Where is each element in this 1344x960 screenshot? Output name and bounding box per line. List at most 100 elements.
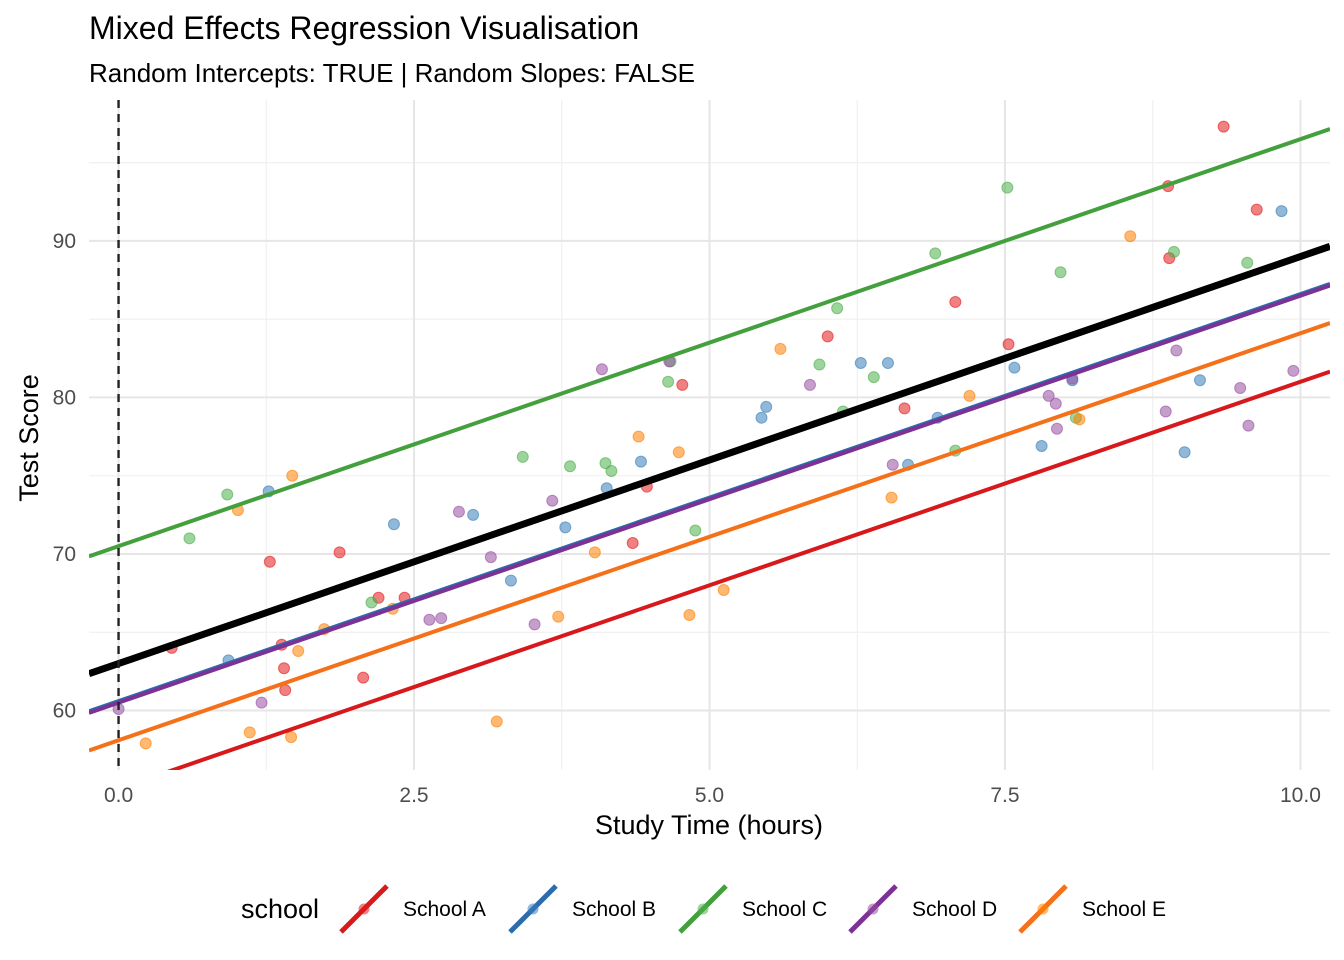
- legend-item: School A: [339, 884, 486, 934]
- data-point: [1234, 382, 1247, 395]
- y-axis-label: Test Score: [14, 374, 44, 502]
- data-point: [881, 356, 894, 369]
- legend-key-point: [358, 903, 370, 915]
- data-point: [221, 488, 234, 501]
- data-point: [285, 731, 298, 744]
- data-point: [1050, 422, 1063, 435]
- data-point: [1042, 389, 1055, 402]
- data-point: [1073, 413, 1086, 426]
- legend-label: School C: [742, 898, 827, 921]
- legend-label: School B: [572, 898, 656, 921]
- x-axis-label: Study Time (hours): [595, 810, 823, 840]
- data-point: [357, 671, 370, 684]
- data-point: [263, 555, 276, 568]
- data-point: [286, 469, 299, 482]
- data-point: [867, 371, 880, 384]
- data-point: [885, 491, 898, 504]
- data-point: [854, 356, 867, 369]
- data-point: [949, 295, 962, 308]
- data-point: [929, 247, 942, 260]
- data-point: [1035, 439, 1048, 452]
- data-point: [595, 363, 608, 376]
- data-point: [559, 521, 572, 534]
- data-point: [365, 596, 378, 609]
- x-tick-label: 0.0: [104, 784, 133, 807]
- data-point: [1193, 374, 1206, 387]
- y-axis-ticks: 60 70 80 90: [53, 230, 76, 723]
- data-point: [1008, 361, 1021, 374]
- data-point: [528, 618, 541, 631]
- x-tick-label: 7.5: [990, 784, 1019, 807]
- data-point: [1001, 181, 1014, 194]
- x-tick-label: 10.0: [1280, 784, 1321, 807]
- legend-key-point: [1037, 903, 1049, 915]
- data-point: [1217, 120, 1230, 133]
- data-point: [634, 455, 647, 468]
- data-point: [803, 378, 816, 391]
- data-point: [467, 508, 480, 521]
- data-point: [423, 613, 436, 626]
- data-point: [676, 378, 689, 391]
- data-point: [490, 715, 503, 728]
- data-point: [1170, 344, 1183, 357]
- data-point: [1250, 203, 1263, 216]
- data-point: [333, 546, 346, 559]
- data-point: [387, 518, 400, 531]
- chart-subtitle: Random Intercepts: TRUE | Random Slopes:…: [89, 58, 695, 88]
- legend-item: School D: [848, 884, 997, 934]
- data-point: [717, 583, 730, 596]
- data-point: [564, 460, 577, 473]
- data-point: [626, 537, 639, 550]
- major-gridlines: [89, 100, 1330, 770]
- data-point: [672, 446, 685, 459]
- legend-label: School E: [1082, 898, 1166, 921]
- legend-title: school: [241, 894, 319, 924]
- data-point: [886, 458, 899, 471]
- data-point: [683, 609, 696, 622]
- regression-lines: [89, 127, 1330, 770]
- legend-label: School D: [912, 898, 997, 921]
- data-point: [435, 612, 448, 625]
- plot-panel: [89, 120, 1330, 770]
- data-point: [546, 494, 559, 507]
- y-tick-label: 70: [53, 543, 76, 566]
- data-point: [1049, 397, 1062, 410]
- legend: school School A School B School C School D S…: [241, 884, 1166, 934]
- data-point: [243, 726, 256, 739]
- y-tick-label: 90: [53, 230, 76, 253]
- legend-key-point: [697, 903, 709, 915]
- chart-title: Mixed Effects Regression Visualisation: [89, 10, 639, 46]
- data-point: [821, 330, 834, 343]
- data-point: [278, 662, 291, 675]
- data-point: [774, 342, 787, 355]
- data-point: [1167, 245, 1180, 258]
- data-point: [963, 389, 976, 402]
- data-point: [516, 450, 529, 463]
- data-point: [183, 532, 196, 545]
- data-point: [831, 302, 844, 315]
- data-point: [898, 402, 911, 415]
- regression-line: [89, 283, 1330, 715]
- legend-item: School E: [1018, 884, 1166, 934]
- data-point: [1054, 266, 1067, 279]
- data-point: [755, 411, 768, 424]
- data-point: [632, 430, 645, 443]
- x-tick-label: 2.5: [399, 784, 428, 807]
- data-point: [504, 574, 517, 587]
- data-point: [484, 551, 497, 564]
- data-point: [760, 400, 773, 413]
- x-tick-label: 5.0: [695, 784, 724, 807]
- data-points: [112, 120, 1300, 750]
- data-point: [588, 546, 601, 559]
- data-point: [1002, 338, 1015, 351]
- data-point: [552, 610, 565, 623]
- data-point: [1241, 256, 1254, 269]
- legend-label: School A: [403, 898, 486, 921]
- regression-line: [166, 369, 1330, 770]
- data-point: [689, 524, 702, 537]
- legend-item: School C: [678, 884, 827, 934]
- legend-key-point: [867, 903, 879, 915]
- data-point: [1275, 205, 1288, 218]
- data-point: [139, 737, 152, 750]
